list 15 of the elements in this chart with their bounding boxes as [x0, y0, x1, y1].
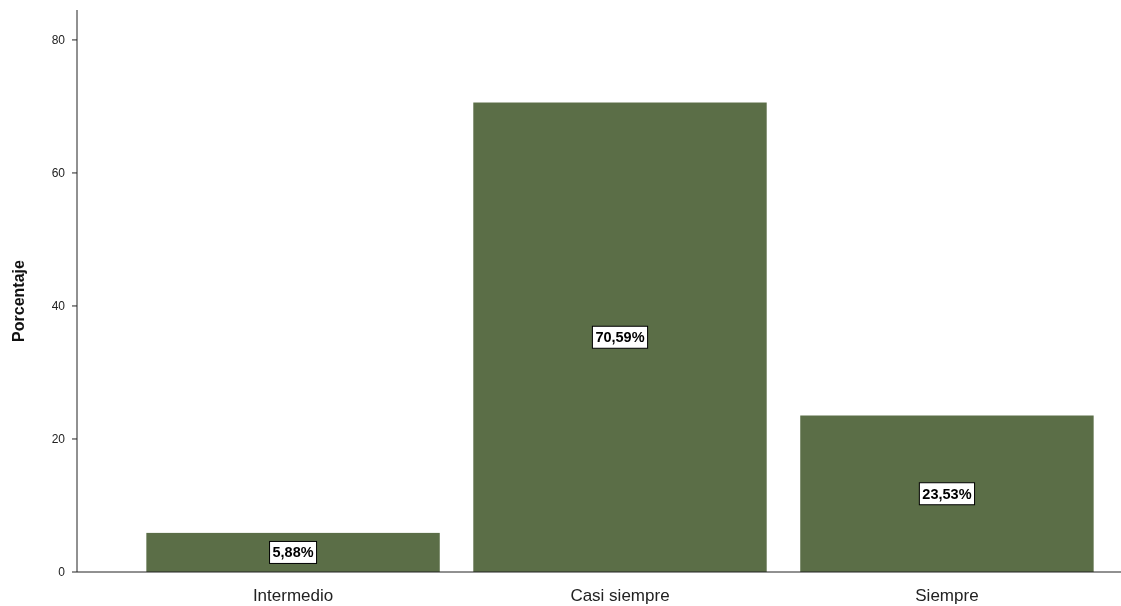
y-tick-label: 40 — [51, 298, 66, 313]
bar — [473, 102, 767, 572]
y-axis-title: Porcentaje — [10, 259, 27, 342]
x-tick-label: Siempre — [915, 586, 979, 605]
x-tick-label: Casi siempre — [570, 586, 670, 605]
bar — [800, 415, 1094, 572]
y-tick-label: 20 — [51, 431, 66, 446]
bar — [146, 532, 440, 572]
y-tick-label: 0 — [58, 565, 66, 579]
data-label: 23,53% — [922, 485, 973, 502]
y-tick-label: 80 — [51, 32, 66, 47]
data-label: 70,59% — [595, 329, 646, 346]
x-tick-label: Intermedio — [252, 586, 334, 605]
data-label: 5,88% — [272, 544, 315, 561]
y-tick-label: 60 — [51, 165, 66, 180]
